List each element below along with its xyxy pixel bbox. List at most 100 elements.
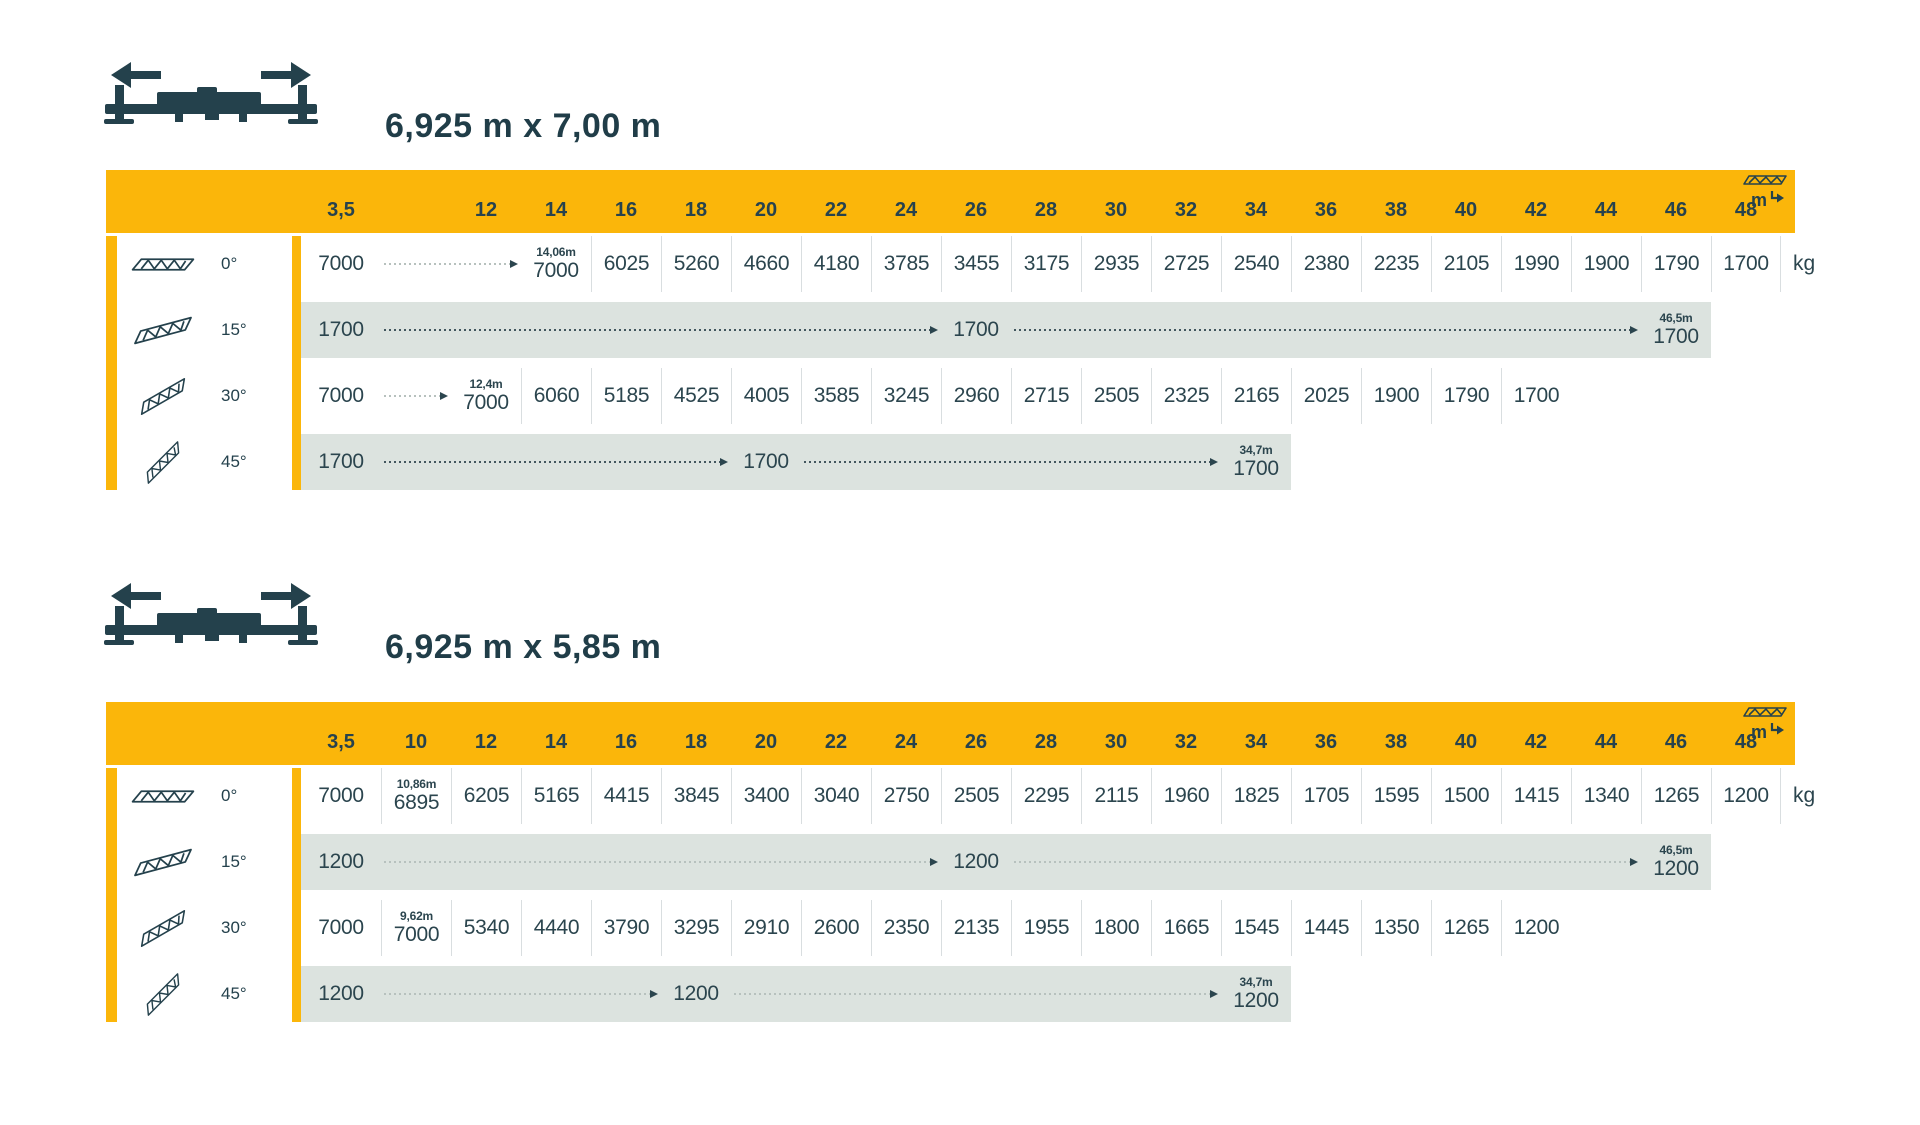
load-cell: 1265: [1431, 900, 1501, 956]
range-arrow: [381, 302, 941, 358]
radius-col-label: 24: [894, 199, 918, 221]
radius-col-label: 46: [1664, 731, 1688, 753]
dotted-leader: [384, 461, 720, 463]
jib-angle-label: 15°: [221, 320, 247, 339]
load-value: 1445: [1303, 915, 1350, 939]
load-cell: 2350: [871, 900, 941, 956]
radius-col-label: 22: [824, 199, 848, 221]
load-value: 3455: [953, 251, 1000, 275]
data-accent-bar: [292, 768, 301, 1022]
load-value: 1595: [1373, 783, 1420, 807]
load-cell: 2165: [1221, 368, 1291, 424]
radius-col-label: 26: [964, 199, 988, 221]
load-cell: 1960: [1151, 768, 1221, 824]
radius-col-label: 26: [964, 731, 988, 753]
radius-col-label: 36: [1314, 731, 1338, 753]
load-value: 1790: [1653, 251, 1700, 275]
load-row: 7000 10,86m 6895 6205 5165 4415 3845 3400 3040 27…: [301, 768, 1815, 824]
radius-header-grid: 3,5 10 12 14 16 18 20 22 24 26 28 30 32 34 36 38 40 42 44 4…: [301, 702, 1781, 765]
load-cell: 3040: [801, 768, 871, 824]
load-cell: 1200: [1711, 768, 1781, 824]
load-cell: 4440: [521, 900, 591, 956]
boom-length-note: 10,86m: [396, 777, 437, 792]
radius-col-label: 42: [1524, 199, 1548, 221]
load-cell: 2725: [1151, 236, 1221, 292]
load-value: 1705: [1303, 783, 1350, 807]
load-cell: 1700: [301, 434, 381, 490]
load-value: 1900: [1373, 383, 1420, 407]
jib-angle-icon: [117, 789, 209, 804]
load-value: 1200: [953, 849, 999, 873]
load-cell: 1700: [1711, 236, 1781, 292]
boom-length-note: 9,62m: [399, 909, 434, 924]
boom-length-note: 34,7m: [1239, 443, 1273, 458]
load-value: 5185: [603, 383, 650, 407]
jib-angle-row-label: 30°: [117, 900, 292, 956]
load-cell: 1415: [1501, 768, 1571, 824]
range-arrow: [1011, 302, 1641, 358]
load-value: 7000: [533, 258, 579, 282]
load-value: 7000: [393, 922, 440, 946]
load-value: 1960: [1163, 783, 1210, 807]
load-value: 2105: [1443, 251, 1490, 275]
load-cell: 7000: [301, 900, 381, 956]
load-value: 1200: [1723, 783, 1769, 807]
radius-col-label: 18: [684, 199, 708, 221]
load-value: 3295: [673, 915, 720, 939]
load-value: 7000: [318, 783, 364, 807]
load-value: 4005: [743, 383, 790, 407]
load-value: 1200: [1653, 856, 1699, 880]
load-value: 1790: [1443, 383, 1490, 407]
jib-angle-icon: [117, 257, 209, 272]
radius-col-label: 14: [544, 199, 568, 221]
load-value: 3175: [1023, 251, 1070, 275]
jib-angle-icon: [117, 972, 209, 1016]
load-cell: 5260: [661, 236, 731, 292]
boom-length-note: 34,7m: [1239, 975, 1273, 990]
jib-angle-label: 45°: [221, 452, 247, 471]
load-row: 1200 1200 34,7m 1200: [301, 966, 1781, 1022]
dotted-leader: [1014, 329, 1630, 331]
load-cell: 2910: [731, 900, 801, 956]
load-value: 1340: [1583, 783, 1630, 807]
load-value: 1200: [673, 981, 719, 1005]
dotted-leader: [384, 329, 930, 331]
load-value: 2505: [953, 783, 1000, 807]
load-cell: 7000: [301, 768, 381, 824]
radius-col-label: 30: [1104, 199, 1128, 221]
load-cell: 6205: [451, 768, 521, 824]
load-value: 1415: [1513, 783, 1560, 807]
load-cell: 3245: [871, 368, 941, 424]
load-cell: 2135: [941, 900, 1011, 956]
load-cell: 1200: [301, 966, 381, 1022]
dotted-leader: [384, 861, 930, 863]
load-cell: 3400: [731, 768, 801, 824]
radius-col-label: 30: [1104, 731, 1128, 753]
arrowhead-icon: [1210, 458, 1218, 466]
radius-col-label: 38: [1384, 199, 1408, 221]
load-value: 2235: [1373, 251, 1420, 275]
load-value: 2540: [1233, 251, 1280, 275]
left-accent-bar: [106, 236, 117, 490]
load-cell: 2540: [1221, 236, 1291, 292]
boom-length-note: 14,06m: [536, 245, 576, 260]
radius-unit-label: m: [1750, 190, 1767, 210]
load-cell: 4525: [661, 368, 731, 424]
load-cell: 1990: [1501, 236, 1571, 292]
load-row: 1200 1200 46,5m 1200: [301, 834, 1781, 890]
load-value: 3245: [883, 383, 930, 407]
load-value: 2115: [1094, 783, 1139, 807]
radius-col-label: 20: [754, 199, 778, 221]
radius-col-label: 36: [1314, 199, 1338, 221]
load-cell: 1545: [1221, 900, 1291, 956]
mini-jib-icon: [1743, 174, 1787, 190]
load-cell: 3295: [661, 900, 731, 956]
load-value: 2295: [1023, 783, 1070, 807]
jib-angle-row-label: 0°: [117, 768, 292, 824]
load-value: 1200: [1233, 988, 1279, 1012]
radius-col-label: 48: [1734, 731, 1758, 753]
load-cell: 1200: [661, 966, 731, 1022]
load-value: 1700: [1653, 324, 1699, 348]
